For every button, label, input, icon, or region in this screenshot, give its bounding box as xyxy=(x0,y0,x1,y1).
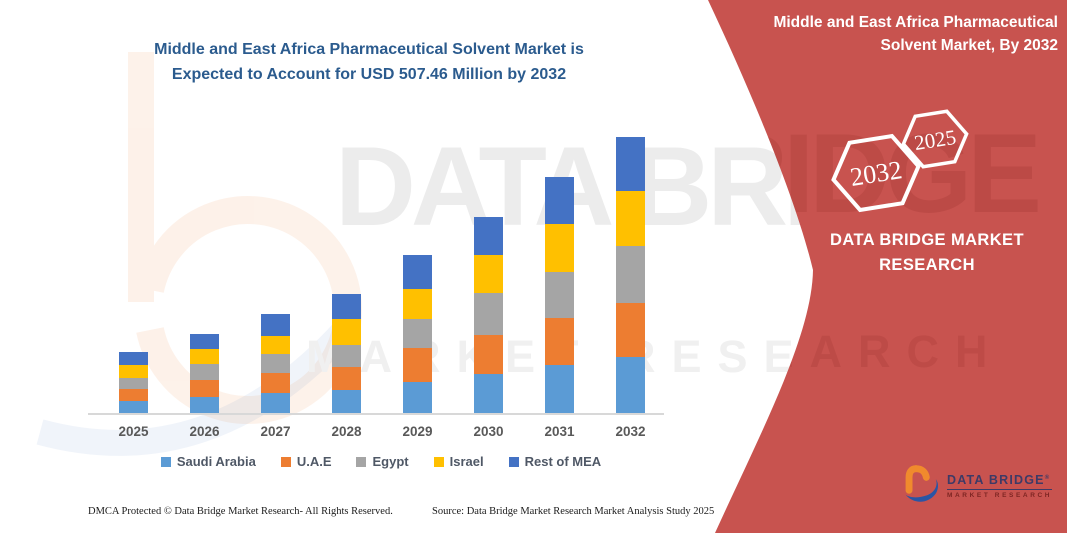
x-axis-line xyxy=(88,413,664,415)
bar-segment-2025-egypt xyxy=(119,378,148,389)
x-label-2031: 2031 xyxy=(544,424,575,439)
hexagon-2032: 2032 xyxy=(831,133,921,213)
legend-label: Israel xyxy=(449,454,484,469)
legend-swatch xyxy=(433,456,444,467)
bar-segment-2029-u-a-e xyxy=(403,347,432,382)
bar-segment-2029-rest-of-mea xyxy=(403,254,432,290)
red-banner-shape xyxy=(708,0,1067,533)
bar-segment-2032-israel xyxy=(616,191,645,247)
bar-segment-2030-saudi-arabia xyxy=(474,373,503,413)
banner-brand-line2: RESEARCH xyxy=(879,256,975,274)
banner-title-line2: Solvent Market, By 2032 xyxy=(880,37,1058,54)
legend-item-u-a-e: U.A.E xyxy=(280,454,332,469)
bar-2032 xyxy=(595,133,666,413)
bar-segment-2032-rest-of-mea xyxy=(616,137,645,192)
x-label-2028: 2028 xyxy=(331,424,362,439)
bar-segment-2025-u-a-e xyxy=(119,389,148,401)
legend-label: U.A.E xyxy=(296,454,332,469)
bar-segment-2031-rest-of-mea xyxy=(545,176,574,224)
legend-swatch xyxy=(508,456,519,467)
bar-segment-2030-rest-of-mea xyxy=(474,217,503,256)
footer-dmca: DMCA Protected © Data Bridge Market Rese… xyxy=(88,506,393,517)
x-label-2025: 2025 xyxy=(118,424,149,439)
legend-swatch xyxy=(160,456,171,467)
bar-segment-2025-israel xyxy=(119,365,148,379)
bar-segment-2032-u-a-e xyxy=(616,303,645,357)
legend-item-rest-of-mea: Rest of MEA xyxy=(508,454,602,469)
bar-2029 xyxy=(382,133,453,413)
x-label-2032: 2032 xyxy=(615,424,646,439)
bar-segment-2030-israel xyxy=(474,255,503,294)
dbmr-logo-icon xyxy=(905,465,939,502)
legend-swatch xyxy=(280,456,291,467)
bar-2025 xyxy=(98,133,169,413)
bar-segment-2028-u-a-e xyxy=(332,366,361,390)
dbmr-logo: DATA BRIDGE® MARKET RESEARCH xyxy=(903,464,1053,508)
bar-segment-2031-egypt xyxy=(545,271,574,319)
bar-segment-2032-saudi-arabia xyxy=(616,357,645,413)
banner-brand-text: DATA BRIDGE MARKET RESEARCH xyxy=(792,228,1062,278)
legend-label: Egypt xyxy=(372,454,409,469)
bar-segment-2025-saudi-arabia xyxy=(119,401,148,413)
bar-segment-2027-saudi-arabia xyxy=(261,392,290,413)
chart-title-line1: Middle and East Africa Pharmaceutical So… xyxy=(154,41,584,58)
bar-2028 xyxy=(311,133,382,413)
legend-label: Rest of MEA xyxy=(524,454,602,469)
x-label-2030: 2030 xyxy=(473,424,504,439)
bar-segment-2027-egypt xyxy=(261,353,290,373)
bar-segment-2028-rest-of-mea xyxy=(332,294,361,319)
stacked-bar-plot xyxy=(98,133,666,413)
bar-segment-2026-saudi-arabia xyxy=(190,397,219,413)
bar-segment-2029-saudi-arabia xyxy=(403,382,432,413)
bar-2026 xyxy=(169,133,240,413)
bar-segment-2030-u-a-e xyxy=(474,335,503,374)
chart-title-line2: Expected to Account for USD 507.46 Milli… xyxy=(171,66,567,83)
bar-segment-2026-rest-of-mea xyxy=(190,334,219,349)
x-axis-labels: 2025 2026 2027 2028 2029 2030 2031 2032 xyxy=(98,424,666,439)
x-label-2026: 2026 xyxy=(189,424,220,439)
legend-swatch xyxy=(356,456,367,467)
bar-2030 xyxy=(453,133,524,413)
bar-segment-2028-saudi-arabia xyxy=(332,389,361,413)
dbmr-logo-text: DATA BRIDGE® MARKET RESEARCH xyxy=(947,473,1053,499)
x-label-2029: 2029 xyxy=(402,424,433,439)
bar-segment-2029-egypt xyxy=(403,318,432,348)
legend-item-egypt: Egypt xyxy=(356,454,409,469)
chart-legend: Saudi Arabia U.A.E Egypt Israel Rest of MEA xyxy=(95,454,667,469)
bar-segment-2028-egypt xyxy=(332,344,361,367)
bar-segment-2027-israel xyxy=(261,335,290,354)
bar-segment-2031-u-a-e xyxy=(545,318,574,366)
bar-segment-2030-egypt xyxy=(474,293,503,336)
bar-segment-2027-rest-of-mea xyxy=(261,314,290,336)
registered-mark: ® xyxy=(1044,474,1051,481)
bar-segment-2031-saudi-arabia xyxy=(545,365,574,413)
bar-segment-2025-rest-of-mea xyxy=(119,351,148,366)
bar-segment-2029-israel xyxy=(403,289,432,319)
banner-title: Middle and East Africa Pharmaceutical So… xyxy=(723,11,1058,57)
dbmr-logo-subtitle: MARKET RESEARCH xyxy=(947,492,1053,499)
legend-item-saudi-arabia: Saudi Arabia xyxy=(160,454,256,469)
bar-segment-2026-israel xyxy=(190,348,219,365)
banner-brand-line1: DATA BRIDGE MARKET xyxy=(830,231,1024,249)
bar-segment-2032-egypt xyxy=(616,246,645,304)
bar-2031 xyxy=(524,133,595,413)
bar-segment-2026-u-a-e xyxy=(190,379,219,398)
x-label-2027: 2027 xyxy=(260,424,291,439)
bar-segment-2027-u-a-e xyxy=(261,372,290,393)
chart-title: Middle and East Africa Pharmaceutical So… xyxy=(88,37,650,87)
bar-segment-2026-egypt xyxy=(190,364,219,380)
legend-item-israel: Israel xyxy=(433,454,484,469)
bar-segment-2028-israel xyxy=(332,318,361,345)
footer-source: Source: Data Bridge Market Research Mark… xyxy=(432,506,715,517)
banner-title-line1: Middle and East Africa Pharmaceutical xyxy=(773,14,1058,31)
bar-2027 xyxy=(240,133,311,413)
legend-label: Saudi Arabia xyxy=(176,454,256,469)
dbmr-logo-name: DATA BRIDGE® xyxy=(947,473,1053,490)
bar-segment-2031-israel xyxy=(545,223,574,272)
